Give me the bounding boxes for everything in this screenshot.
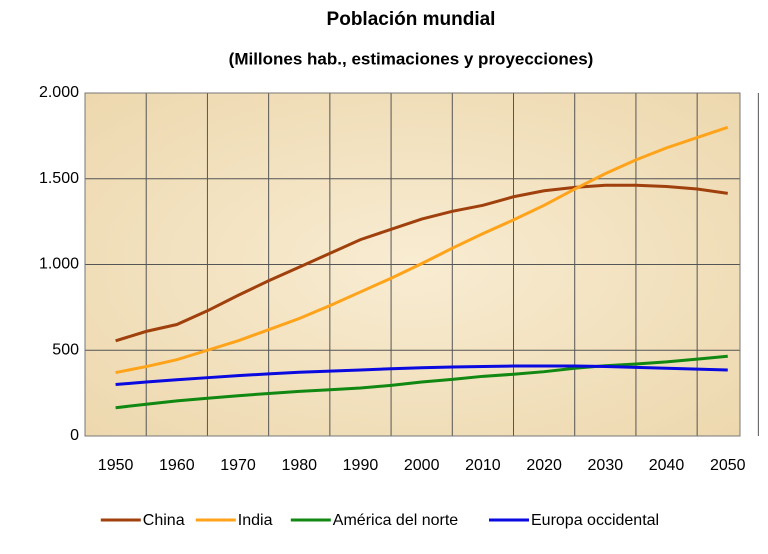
x-tick-label: 2030 <box>588 457 624 474</box>
x-tick-label: 1970 <box>220 457 256 474</box>
y-tick-label: 500 <box>52 341 79 358</box>
legend-label: Europa occidental <box>531 512 659 529</box>
chart-subtitle: (Millones hab., estimaciones y proyeccio… <box>229 49 594 68</box>
legend-label: India <box>238 512 273 529</box>
y-tick-label: 1.000 <box>39 256 79 273</box>
x-tick-label: 1980 <box>281 457 317 474</box>
x-tick-label: 2050 <box>710 457 746 474</box>
x-tick-label: 1990 <box>343 457 379 474</box>
legend-label: América del norte <box>333 512 458 529</box>
x-tick-label: 2020 <box>526 457 562 474</box>
y-tick-label: 1.500 <box>39 170 79 187</box>
x-tick-label: 1960 <box>159 457 195 474</box>
legend-label: China <box>143 512 185 529</box>
plot-border <box>84 92 741 437</box>
chart-title: Población mundial <box>327 9 496 30</box>
line-series <box>115 125 729 375</box>
x-tick-label: 1950 <box>98 457 134 474</box>
x-tick-label: 2010 <box>465 457 501 474</box>
x-tick-label: 2040 <box>649 457 685 474</box>
line-series <box>115 354 728 410</box>
y-tick-label: 2.000 <box>39 84 79 101</box>
line-series <box>115 183 728 343</box>
line-series <box>115 364 728 387</box>
x-tick-label: 2000 <box>404 457 440 474</box>
y-tick-label: 0 <box>70 427 79 444</box>
